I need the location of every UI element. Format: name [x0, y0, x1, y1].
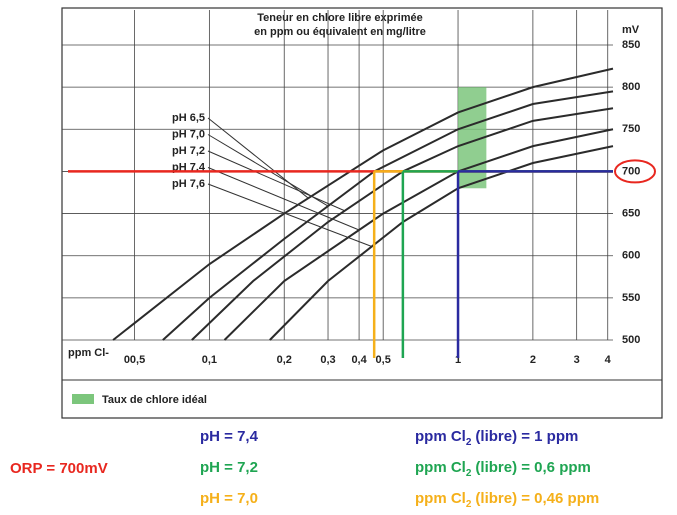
x-tick-label: 0,1: [202, 354, 217, 366]
y-tick-label: 600: [622, 250, 640, 262]
legend-label: Taux de chlore idéal: [102, 394, 207, 406]
ph-text: pH = 7,2: [200, 459, 258, 476]
ppm-part: (libre) = 0,6 ppm: [475, 459, 591, 476]
ph-text: pH = 7,0: [200, 490, 258, 507]
curve: [112, 67, 614, 341]
y-tick-label: 550: [622, 292, 640, 304]
curve: [269, 145, 614, 341]
subscript: 2: [465, 499, 472, 510]
ppm-text: ppm Cl2 (libre) = 0,6 ppm: [415, 459, 591, 479]
x-tick-label: 3: [574, 354, 580, 366]
y-tick-label: 850: [622, 39, 640, 51]
leader-line: [207, 183, 372, 247]
curve-label: pH 6,5: [172, 112, 205, 124]
y-tick-label: 500: [622, 334, 640, 346]
tick-highlight: [614, 159, 656, 184]
curve-label: pH 7,6: [172, 178, 205, 190]
chart-title: Teneur en chlore libre exprimée: [257, 12, 422, 24]
x-tick-label: 2: [530, 354, 536, 366]
x-tick-label: 0,5: [376, 354, 391, 366]
ppm-part: (libre) = 0,46 ppm: [475, 490, 600, 507]
ppm-part: (libre) = 1 ppm: [475, 428, 579, 445]
x-tick-label: 00,5: [124, 354, 145, 366]
orp-text: ORP = 700mV: [10, 460, 108, 477]
x-tick-label: 0,4: [351, 354, 367, 366]
ppm-part: ppm Cl: [415, 428, 466, 445]
chart: Teneur en chlore libre exprimée en ppm o…: [61, 7, 663, 419]
y-unit: mV: [622, 24, 640, 36]
ph-text: pH = 7,4: [200, 428, 258, 445]
x-tick-label: 0,3: [320, 354, 335, 366]
leader-line: [207, 167, 360, 231]
chart-title: en ppm ou équivalent en mg/litre: [254, 26, 426, 38]
ppm-text: ppm Cl2 (libre) = 1 ppm: [415, 428, 578, 448]
ppm-text: ppm Cl2 (libre) = 0,46 ppm: [415, 490, 599, 510]
legend-swatch: [72, 394, 94, 404]
ppm-part: ppm Cl: [415, 490, 466, 507]
subscript: 2: [465, 468, 472, 479]
curve: [223, 128, 614, 341]
y-tick-label: 750: [622, 123, 640, 135]
x-tick-label: 4: [605, 354, 612, 366]
x-tick-label: 0,2: [277, 354, 292, 366]
y-tick-label: 650: [622, 207, 640, 219]
x-axis-label: ppm Cl-: [68, 347, 109, 359]
chart-frame: [61, 7, 663, 419]
ppm-part: ppm Cl: [415, 459, 466, 476]
y-tick-label: 700: [622, 165, 640, 177]
curve-label: pH 7,0: [172, 128, 205, 140]
subscript: 2: [465, 437, 472, 448]
leader-line: [207, 150, 345, 212]
curve-label: pH 7,2: [172, 145, 205, 157]
x-tick-label: 1: [455, 354, 461, 366]
y-tick-label: 800: [622, 81, 640, 93]
